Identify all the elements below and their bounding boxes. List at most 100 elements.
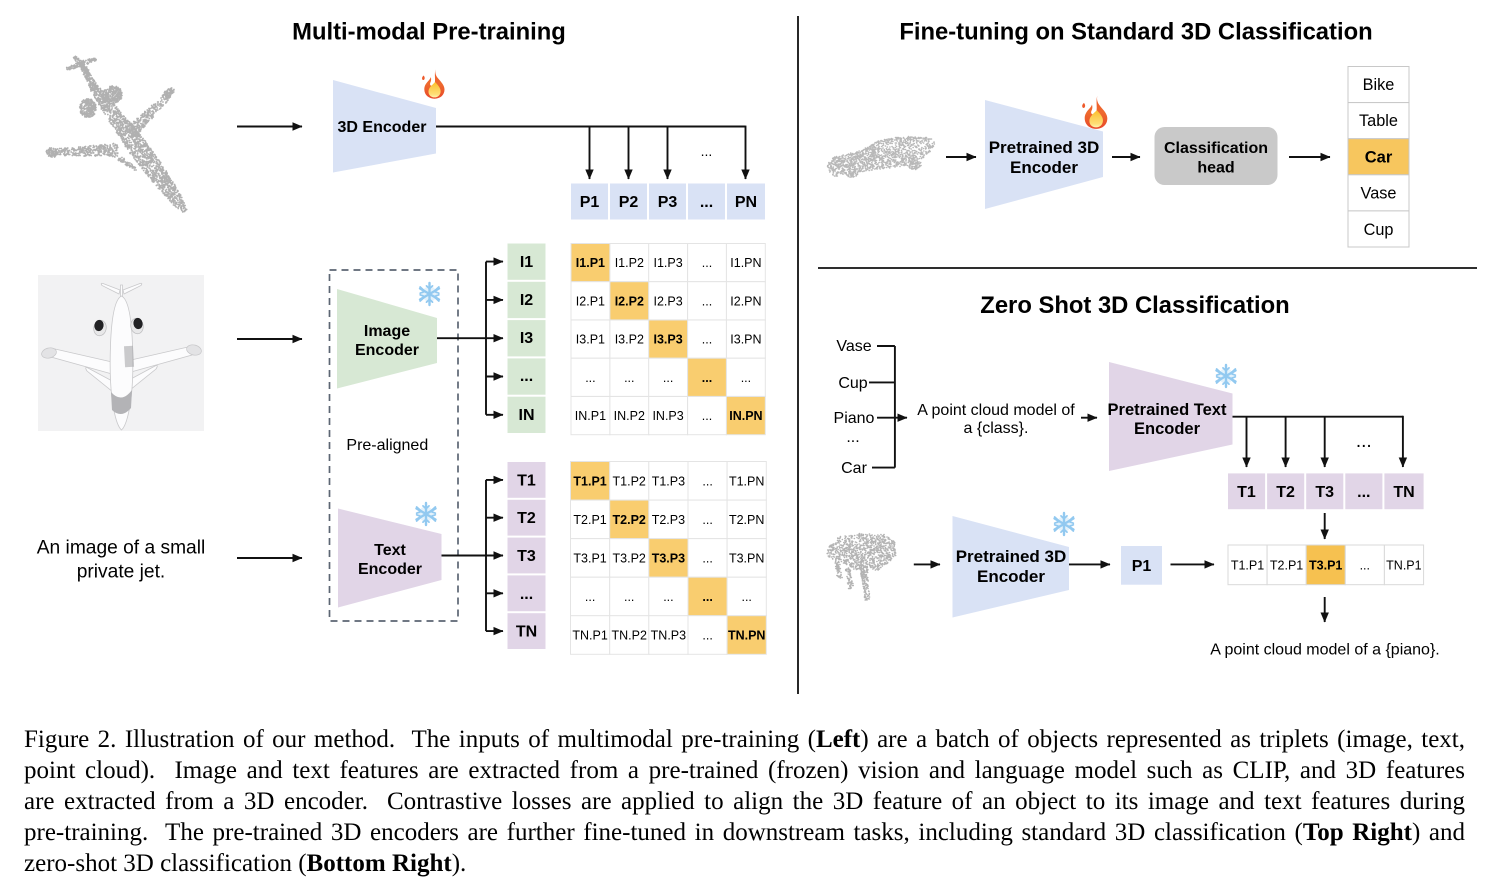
svg-text:TN.PN: TN.PN [728,629,766,643]
svg-text:I2.P3: I2.P3 [654,294,683,308]
svg-text:TN: TN [1393,484,1414,501]
svg-text:...: ... [701,143,713,159]
svg-text:T3.P1: T3.P1 [573,551,606,565]
svg-text:Cup: Cup [1364,221,1394,239]
svg-text:Vase: Vase [1361,185,1397,203]
svg-text:I1.P1: I1.P1 [576,256,605,270]
svg-text:A point cloud model of: A point cloud model of [917,402,1075,419]
svg-text:T1: T1 [517,472,536,489]
svg-text:private jet.: private jet. [77,561,166,582]
svg-text:Pretrained 3D: Pretrained 3D [989,138,1100,157]
svg-text:...: ... [585,371,595,385]
svg-text:Multi-modal Pre-training: Multi-modal Pre-training [292,19,566,46]
svg-text:Pretrained 3D: Pretrained 3D [956,547,1067,566]
svg-text:I2: I2 [520,292,533,309]
svg-text:I3.P2: I3.P2 [615,333,644,347]
svg-text:Encoder: Encoder [355,342,419,359]
svg-text:Pre-aligned: Pre-aligned [346,437,428,454]
svg-text:I2.P1: I2.P1 [576,294,605,308]
svg-text:I3: I3 [520,330,533,347]
svg-text:TN.P2: TN.P2 [611,629,646,643]
svg-text:T3.P3: T3.P3 [652,551,685,565]
svg-text:TN: TN [516,624,537,641]
svg-text:T1.P3: T1.P3 [652,474,685,488]
svg-text:...: ... [520,368,533,385]
svg-text:I2.P2: I2.P2 [615,294,644,308]
svg-text:a {class}.: a {class}. [964,420,1029,437]
svg-text:T1.P2: T1.P2 [613,474,646,488]
svg-text:T3.P2: T3.P2 [613,551,646,565]
svg-text:PN: PN [735,194,757,211]
svg-text:head: head [1197,160,1234,177]
svg-text:...: ... [702,333,712,347]
svg-text:Classification: Classification [1164,140,1268,157]
svg-text:Image: Image [364,323,410,340]
svg-text:I3.PN: I3.PN [730,333,761,347]
svg-text:Fine-tuning on Standard 3D Cla: Fine-tuning on Standard 3D Classificatio… [899,19,1372,46]
svg-text:...: ... [585,590,595,604]
svg-text:An image of a small: An image of a small [37,538,206,559]
svg-text:T1.P1: T1.P1 [573,474,606,488]
svg-text:IN.P2: IN.P2 [614,409,645,423]
svg-text:...: ... [520,586,533,603]
svg-text:I1: I1 [520,254,533,271]
svg-text:Zero Shot 3D Classification: Zero Shot 3D Classification [980,292,1289,319]
svg-text:T2.P1: T2.P1 [573,513,606,527]
svg-text:...: ... [741,590,751,604]
svg-text:...: ... [846,429,859,446]
svg-text:...: ... [663,590,673,604]
svg-text:...: ... [663,371,673,385]
svg-text:...: ... [702,551,712,565]
svg-text:Encoder: Encoder [977,567,1045,586]
svg-text:T2.P2: T2.P2 [613,513,646,527]
svg-text:P3: P3 [658,194,678,211]
svg-text:I2.PN: I2.PN [730,294,761,308]
svg-text:P1: P1 [1132,558,1152,575]
svg-text:3D Encoder: 3D Encoder [338,119,427,136]
svg-text:TN.P3: TN.P3 [651,629,686,643]
svg-text:Encoder: Encoder [358,561,422,578]
svg-text:P2: P2 [619,194,639,211]
svg-text:A point cloud model of a {pian: A point cloud model of a {piano}. [1210,642,1440,659]
svg-text:...: ... [702,256,712,270]
svg-text:...: ... [1356,431,1372,452]
svg-text:...: ... [702,513,712,527]
svg-text:Vase: Vase [836,338,871,355]
svg-text:...: ... [741,371,751,385]
svg-text:Car: Car [1365,149,1393,167]
svg-text:...: ... [702,409,712,423]
svg-text:IN: IN [519,407,535,424]
svg-text:...: ... [700,194,713,211]
svg-text:Encoder: Encoder [1010,158,1078,177]
svg-text:T2: T2 [1276,484,1295,501]
svg-text:T3: T3 [517,548,536,565]
svg-text:T1.PN: T1.PN [729,474,764,488]
svg-text:T3.P1: T3.P1 [1309,558,1342,572]
svg-text:I3.P3: I3.P3 [654,333,683,347]
svg-text:Cup: Cup [838,375,867,392]
svg-text:T3: T3 [1315,484,1334,501]
svg-text:...: ... [624,371,634,385]
svg-text:IN.P3: IN.P3 [652,409,683,423]
svg-text:T1: T1 [1237,484,1256,501]
svg-text:...: ... [1360,558,1370,572]
svg-text:Table: Table [1359,112,1398,130]
svg-text:...: ... [702,371,712,385]
svg-text:T1.P1: T1.P1 [1231,558,1264,572]
svg-text:I1.P3: I1.P3 [654,256,683,270]
svg-text:T2.P1: T2.P1 [1270,558,1303,572]
svg-text:IN.P1: IN.P1 [575,409,606,423]
svg-text:P1: P1 [580,194,600,211]
svg-text:...: ... [624,590,634,604]
svg-text:T2.P3: T2.P3 [652,513,685,527]
svg-text:T2: T2 [517,510,536,527]
svg-text:I3.P1: I3.P1 [576,333,605,347]
svg-text:...: ... [702,590,712,604]
svg-text:I1.PN: I1.PN [730,256,761,270]
svg-text:I1.P2: I1.P2 [615,256,644,270]
svg-text:IN.PN: IN.PN [729,409,762,423]
svg-text:Encoder: Encoder [1134,420,1201,438]
svg-text:Car: Car [841,460,867,477]
svg-text:Bike: Bike [1363,76,1395,94]
svg-text:TN.P1: TN.P1 [1386,558,1421,572]
